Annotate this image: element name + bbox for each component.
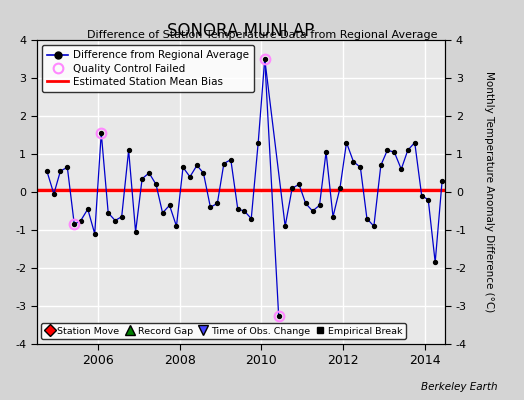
Point — [111, 217, 119, 224]
Point — [145, 170, 153, 176]
Point — [342, 140, 351, 146]
Point — [63, 164, 71, 170]
Point — [91, 230, 99, 237]
Point — [213, 200, 222, 206]
Point — [220, 160, 228, 167]
Point — [117, 214, 126, 220]
Point — [329, 214, 337, 220]
Point — [206, 204, 214, 210]
Point — [247, 215, 255, 222]
Point — [104, 210, 112, 216]
Point — [234, 206, 242, 212]
Point — [363, 215, 371, 222]
Point — [424, 196, 432, 203]
Point — [403, 147, 412, 153]
Text: Difference of Station Temperature Data from Regional Average: Difference of Station Temperature Data f… — [87, 30, 437, 40]
Legend: Station Move, Record Gap, Time of Obs. Change, Empirical Break: Station Move, Record Gap, Time of Obs. C… — [41, 323, 406, 339]
Point — [152, 181, 160, 188]
Point — [254, 140, 263, 146]
Point — [418, 193, 426, 199]
Point — [295, 181, 303, 188]
Point — [410, 140, 419, 146]
Point — [70, 221, 79, 228]
Point — [132, 229, 140, 235]
Point — [288, 185, 296, 191]
Point — [50, 191, 58, 197]
Point — [56, 168, 64, 174]
Point — [240, 208, 248, 214]
Point — [42, 168, 51, 174]
Point — [438, 178, 446, 184]
Y-axis label: Monthly Temperature Anomaly Difference (°C): Monthly Temperature Anomaly Difference (… — [484, 71, 494, 313]
Point — [390, 149, 398, 155]
Title: SONORA MUNI AP: SONORA MUNI AP — [167, 22, 315, 40]
Point — [158, 210, 167, 216]
Point — [172, 223, 181, 229]
Point — [179, 164, 187, 170]
Point — [227, 156, 235, 163]
Point — [397, 166, 406, 172]
Point — [124, 147, 133, 153]
Point — [322, 149, 330, 155]
Point — [301, 200, 310, 206]
Point — [138, 176, 146, 182]
Point — [315, 202, 324, 208]
Point — [97, 130, 105, 136]
Point — [260, 56, 269, 62]
Point — [275, 312, 283, 319]
Point — [193, 162, 201, 169]
Text: Berkeley Earth: Berkeley Earth — [421, 382, 498, 392]
Point — [377, 162, 385, 169]
Point — [308, 208, 316, 214]
Point — [165, 202, 173, 208]
Point — [281, 223, 289, 229]
Point — [77, 217, 85, 224]
Point — [369, 223, 378, 229]
Point — [185, 174, 194, 180]
Point — [431, 259, 440, 266]
Point — [383, 147, 391, 153]
Point — [349, 158, 357, 165]
Point — [336, 185, 344, 191]
Point — [83, 206, 92, 212]
Point — [356, 164, 365, 170]
Point — [199, 170, 208, 176]
